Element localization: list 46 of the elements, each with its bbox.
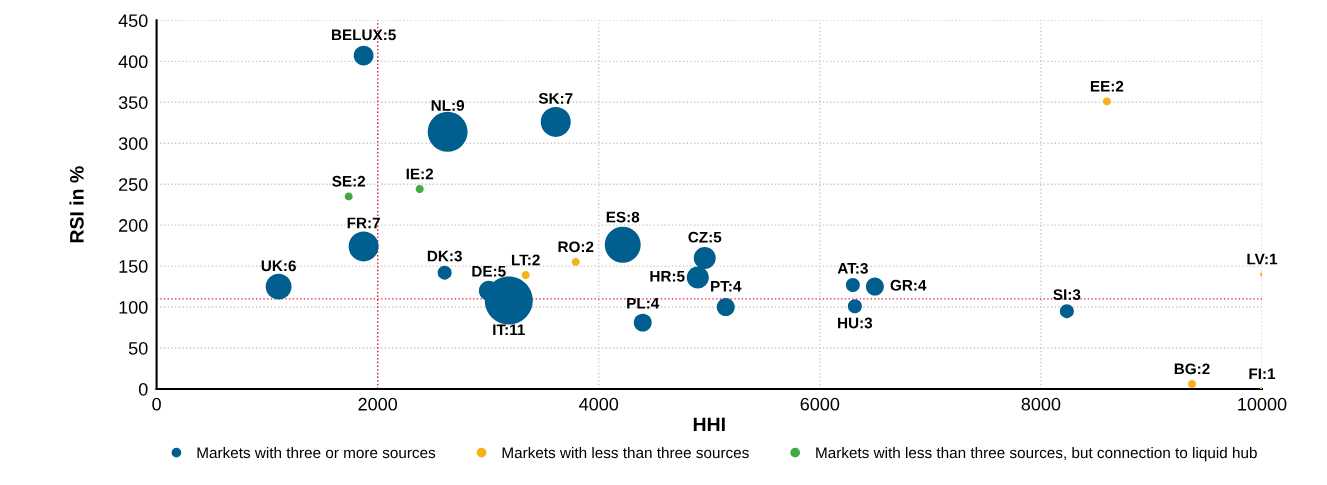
annotation: IE:2 — [406, 168, 434, 180]
annotation: RO:2 — [558, 241, 594, 253]
x-tick-label: 8000 — [1021, 397, 1061, 411]
annotation: PL:4 — [627, 298, 660, 309]
annotation: LV:1 — [1247, 253, 1278, 265]
annotation: HR:5 — [650, 271, 685, 282]
x-tick-label: 2000 — [358, 397, 398, 411]
annotation: IT:11 — [493, 324, 525, 336]
y-tick-label: 400 — [118, 55, 148, 69]
y-axis-title: RSI in % — [69, 166, 84, 243]
annotation: EE:2 — [1090, 80, 1124, 92]
y-tick-label: 150 — [119, 260, 148, 273]
x-axis-title: HHI — [693, 417, 725, 431]
y-tick-label: 0 — [138, 382, 148, 396]
y-tick-label: 50 — [128, 341, 148, 355]
x-tick-label: 6000 — [800, 397, 840, 411]
y-tick-label: 300 — [118, 137, 148, 150]
legend-label: Markets with less than three sources — [502, 446, 749, 459]
annotation: LT:2 — [511, 254, 540, 266]
annotation: SI:3 — [1053, 289, 1081, 300]
annotation: NL:9 — [431, 100, 465, 111]
annotation: FI:1 — [1249, 368, 1276, 380]
legend-label: Markets with three or more sources — [197, 446, 436, 459]
x-tick-label: 4000 — [579, 397, 619, 411]
annotation: UK:6 — [261, 260, 296, 272]
annotation: CZ:5 — [688, 231, 722, 243]
annotation: ES:8 — [606, 211, 640, 223]
annotation: DE:5 — [472, 266, 506, 277]
x-tick-label: 0 — [152, 397, 161, 411]
y-tick-label: 100 — [119, 300, 148, 314]
y-tick-label: 350 — [118, 96, 148, 109]
annotation: FR:7 — [347, 217, 380, 229]
annotation: GR:4 — [890, 279, 927, 291]
annotation: PT:4 — [711, 281, 742, 292]
annotation: SE:2 — [332, 175, 366, 187]
y-tick-label: 250 — [119, 178, 148, 191]
y-tick-label: 200 — [119, 219, 148, 232]
annotation: DK:3 — [427, 250, 462, 262]
annotation: HU:3 — [838, 317, 873, 329]
annotation: BG:2 — [1174, 363, 1210, 375]
legend-label: Markets with less than three sources, but connection to liquid hub — [816, 446, 1257, 462]
annotation: SK:7 — [538, 93, 573, 104]
y-tick-label: 450 — [118, 14, 148, 28]
annotation: BELUX:5 — [331, 29, 396, 41]
x-tick-label: 10000 — [1238, 397, 1287, 411]
annotation: AT:3 — [837, 262, 868, 274]
